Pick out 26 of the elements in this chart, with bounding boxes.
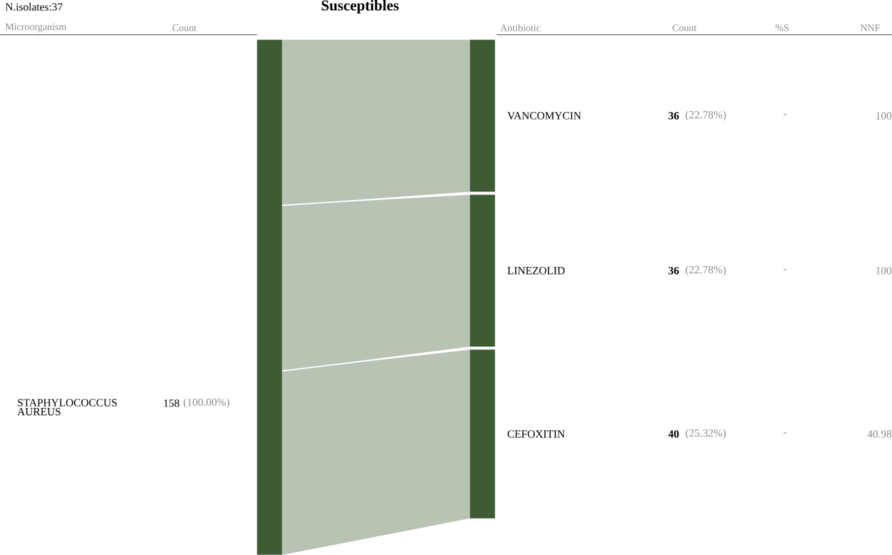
data-label: 40 [668, 430, 679, 438]
data-label: 36 [668, 267, 679, 274]
text: (22.78%) [686, 266, 726, 276]
category-label: LINEZOLID [508, 267, 565, 274]
text: Antibiotic [500, 24, 540, 32]
text: - [784, 114, 786, 116]
text: NNF [860, 24, 880, 32]
text: (100.00%) [184, 398, 230, 408]
data-label: 36 [668, 112, 679, 120]
text: Susceptibles [322, 0, 399, 14]
text: 40.98 [867, 430, 892, 438]
text: (25.32%) [686, 429, 726, 440]
text: Count [172, 24, 197, 32]
data-label: 158 [164, 400, 180, 407]
text: N.isolates:37 [6, 3, 62, 11]
text: 100 [876, 267, 892, 274]
category-label: CEFOXITIN [508, 430, 565, 438]
text: (22.78%) [686, 110, 726, 121]
text: 100 [876, 112, 892, 120]
text: Microorganism [5, 24, 66, 32]
category-label: VANCOMYCIN [507, 112, 582, 120]
text: Count [672, 24, 697, 32]
category-label: STAPHYLOCOCCUS AUREUS [17, 399, 117, 416]
text: - [784, 269, 786, 270]
text: %S [776, 24, 788, 32]
text: - [784, 432, 786, 434]
